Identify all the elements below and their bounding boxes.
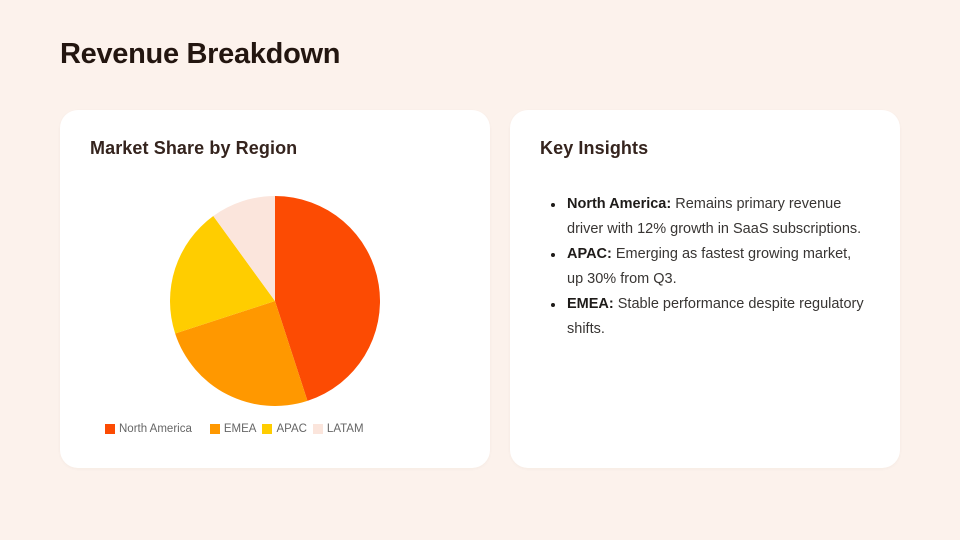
- pie-slice-emea[interactable]: [175, 301, 308, 407]
- content-row: Market Share by Region North America EMEA…: [60, 110, 900, 468]
- insight-label: EMEA:: [567, 296, 614, 312]
- insight-text: Stable performance despite regulatory sh…: [567, 296, 864, 337]
- legend-label: North America: [119, 423, 192, 435]
- insight-label: APAC:: [567, 246, 612, 262]
- key-insights-card: Key Insights North America: Remains prim…: [510, 110, 900, 468]
- insight-item-north-america: North America: Remains primary revenue d…: [565, 192, 870, 242]
- legend-label: APAC: [276, 423, 307, 435]
- legend-item-north-america[interactable]: North America: [105, 423, 192, 435]
- legend-item-apac[interactable]: APAC: [262, 423, 307, 435]
- pie-slice-apac[interactable]: [169, 216, 275, 334]
- legend-swatch-icon: [209, 424, 220, 434]
- insight-label: North America:: [567, 196, 672, 212]
- pie-slice-latam[interactable]: [213, 196, 275, 301]
- insights-card-title: Key Insights: [540, 138, 649, 158]
- legend-item-emea[interactable]: EMEA: [209, 423, 257, 435]
- insights-list: North America: Remains primary revenue d…: [540, 192, 870, 342]
- legend-swatch-icon: [262, 424, 273, 434]
- market-share-card: Market Share by Region North America EMEA…: [60, 110, 490, 468]
- page-title: Revenue Breakdown: [60, 38, 341, 70]
- legend-item-latam[interactable]: LATAM: [312, 423, 364, 435]
- insight-text: Emerging as fastest growing market, up 3…: [567, 246, 852, 287]
- chart-legend: North America EMEA APAC LATAM: [90, 423, 460, 435]
- insight-text: Remains primary revenue driver with 12% …: [567, 196, 862, 237]
- insight-item-apac: APAC: Emerging as fastest growing market…: [565, 242, 870, 292]
- legend-swatch-icon: [312, 424, 323, 434]
- legend-label: LATAM: [326, 423, 364, 435]
- chart-card-title: Market Share by Region: [90, 138, 298, 158]
- legend-swatch-icon: [105, 424, 115, 434]
- pie-chart-wrapper: [169, 196, 381, 407]
- pie-slice-north-america[interactable]: [275, 196, 381, 401]
- legend-label: EMEA: [223, 423, 257, 435]
- insight-item-emea: EMEA: Stable performance despite regulat…: [565, 292, 870, 342]
- pie-chart[interactable]: [169, 196, 381, 407]
